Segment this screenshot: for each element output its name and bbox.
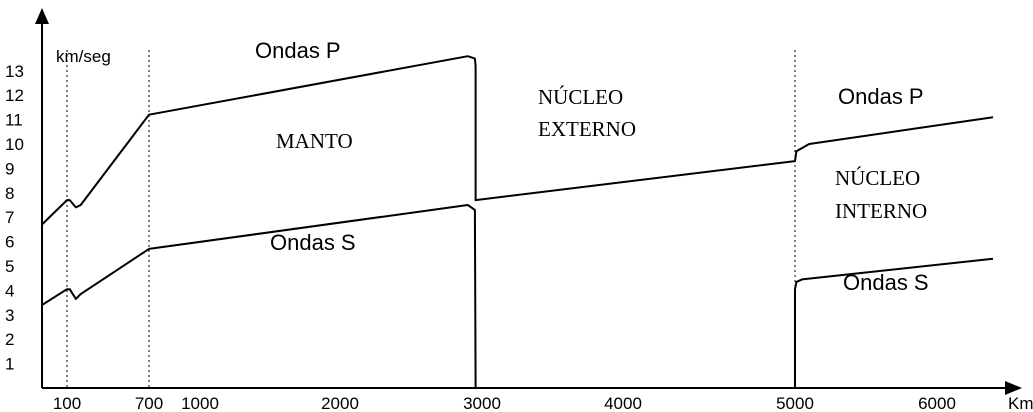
x-tick-label-4000: 4000 [604, 394, 642, 412]
y-tick-label-10: 10 [5, 135, 24, 154]
y-tick-label-11: 11 [5, 111, 23, 130]
x-tick-label-6000: 6000 [918, 394, 956, 412]
ondas-s-label-right: Ondas S [843, 270, 929, 295]
y-tick-label-9: 9 [5, 159, 14, 178]
x-tick-label-3000: 3000 [463, 394, 501, 412]
ondas-s-label-left: Ondas S [270, 230, 356, 255]
x-tick-label-5000: 5000 [776, 394, 814, 412]
y-tick-label-13: 13 [5, 62, 24, 81]
x-tick-labels: 100 700 1000 2000 3000 4000 5000 6000 [53, 394, 956, 412]
nucleo-interno-label-line2: INTERNO [835, 199, 927, 223]
manto-label: MANTO [276, 129, 353, 153]
y-unit-label: km/seg [56, 47, 111, 66]
y-tick-label-4: 4 [5, 281, 14, 300]
y-tick-label-2: 2 [5, 330, 14, 349]
x-tick-label-1000: 1000 [181, 394, 219, 412]
boundary-lines [66, 50, 796, 388]
nucleo-externo-label-line1: NÚCLEO [538, 85, 623, 109]
y-tick-label-7: 7 [5, 208, 14, 227]
ondas-p-label-right: Ondas P [838, 84, 924, 109]
x-unit-label: Km [1008, 394, 1033, 412]
ondas-p-label-upper: Ondas P [255, 38, 341, 63]
y-tick-label-1: 1 [5, 355, 14, 374]
x-tick-label-2000: 2000 [321, 394, 359, 412]
series-layer [41, 55, 994, 389]
x-tick-label-100: 100 [53, 394, 81, 412]
ondas-s-curve-segment-2 [794, 257, 994, 388]
ondas-p-curve-segment-1 [41, 55, 994, 226]
y-tick-label-5: 5 [5, 257, 14, 276]
ondas-s-curve-segment-1 [41, 204, 477, 389]
y-axis-arrow [35, 8, 49, 24]
x-axis-arrow [1005, 381, 1022, 395]
y-tick-label-3: 3 [5, 306, 14, 325]
nucleo-interno-label-line1: NÚCLEO [835, 166, 920, 190]
y-tick-label-8: 8 [5, 184, 14, 203]
y-tick-label-12: 12 [5, 86, 24, 105]
y-tick-label-6: 6 [5, 233, 14, 252]
nucleo-externo-label-line2: EXTERNO [538, 117, 636, 141]
x-tick-label-700: 700 [135, 394, 163, 412]
